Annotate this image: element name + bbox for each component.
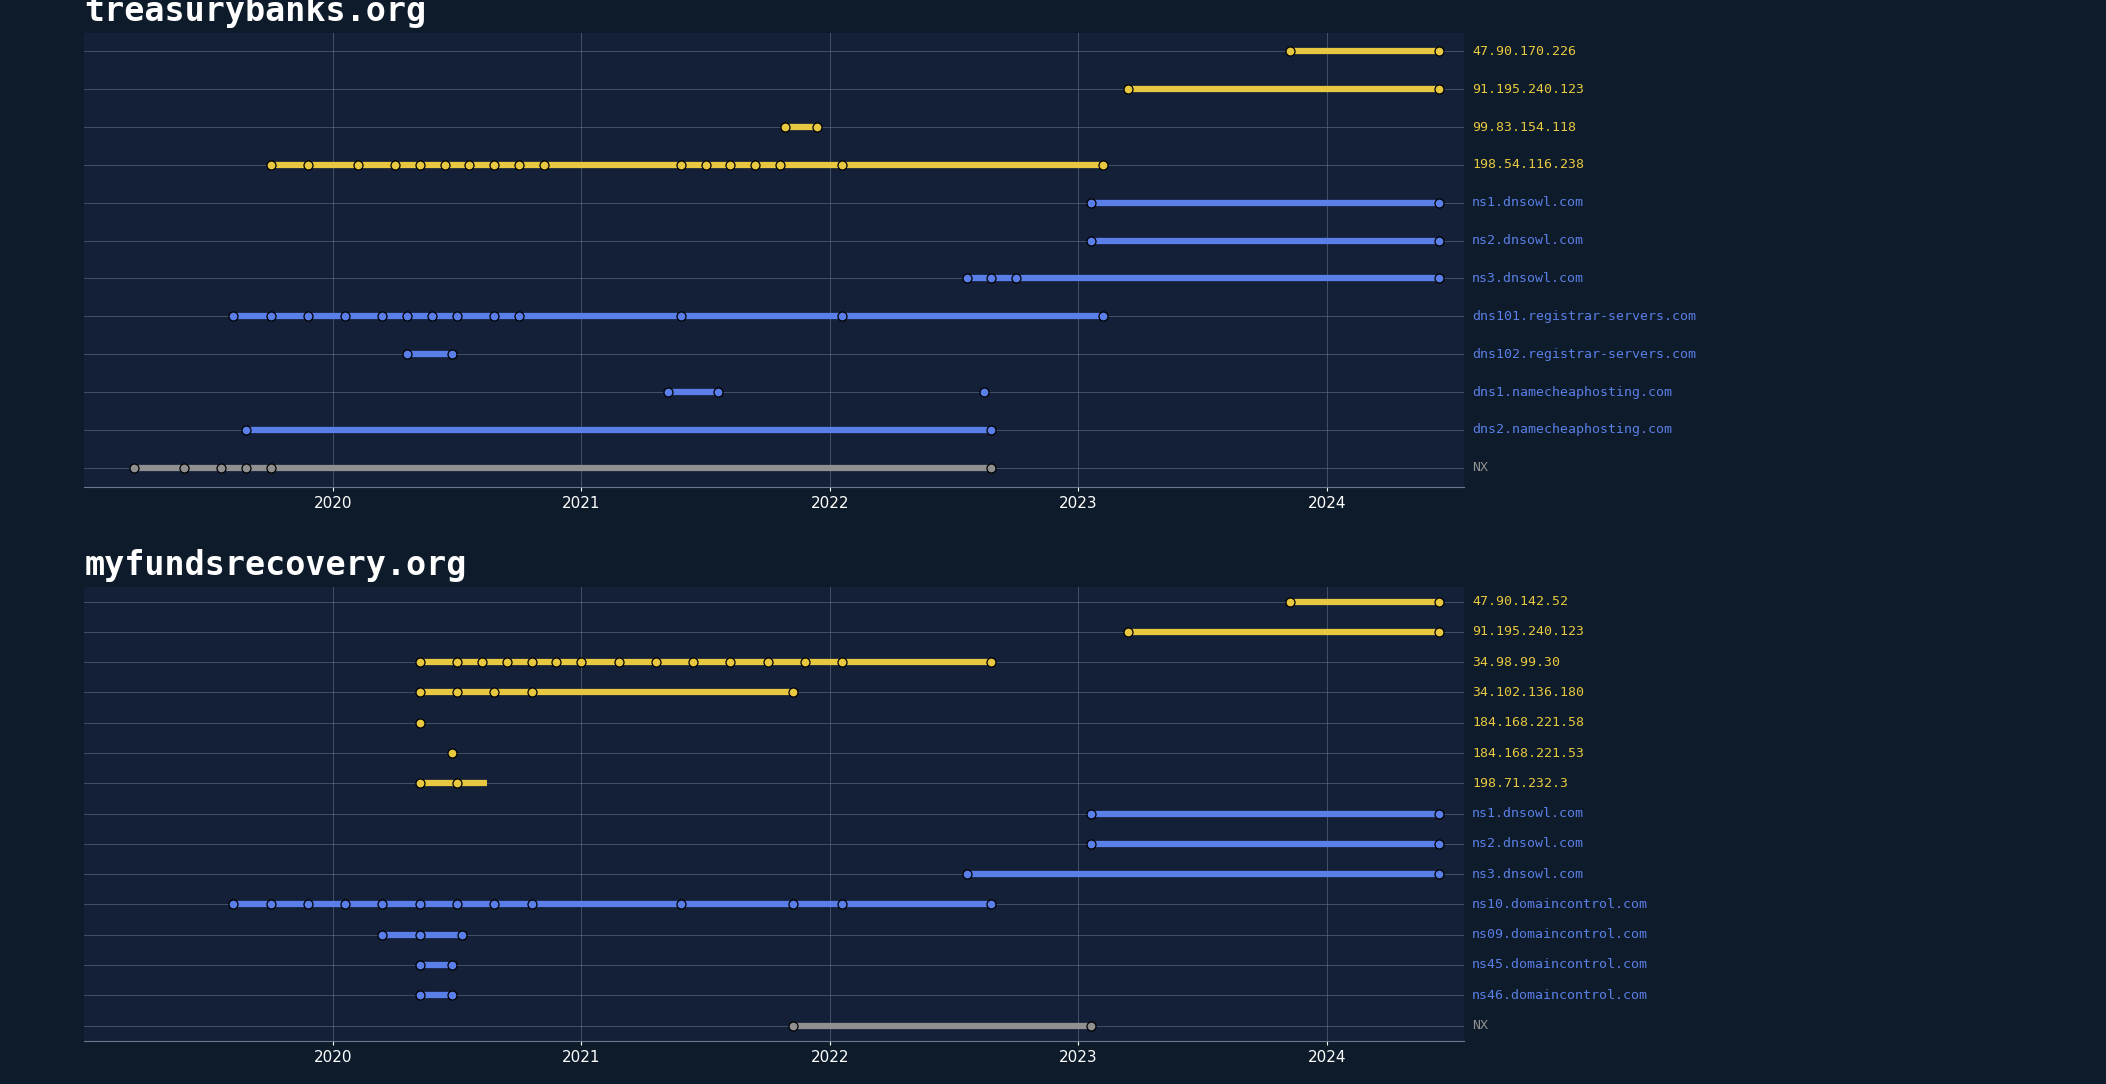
Text: 198.54.116.238: 198.54.116.238 [1472,158,1584,171]
Text: NX: NX [1472,1019,1489,1032]
Text: dns2.namecheaphosting.com: dns2.namecheaphosting.com [1472,424,1672,437]
Text: 91.195.240.123: 91.195.240.123 [1472,625,1584,638]
Text: treasurybanks.org: treasurybanks.org [84,0,425,28]
Text: myfundsrecovery.org: myfundsrecovery.org [84,550,468,582]
Text: ns1.dnsowl.com: ns1.dnsowl.com [1472,196,1584,209]
Text: 47.90.142.52: 47.90.142.52 [1472,595,1569,608]
Text: 34.102.136.180: 34.102.136.180 [1472,686,1584,699]
Text: ns3.dnsowl.com: ns3.dnsowl.com [1472,867,1584,880]
Text: 91.195.240.123: 91.195.240.123 [1472,82,1584,95]
Text: 47.90.170.226: 47.90.170.226 [1472,44,1575,57]
Text: dns101.registrar-servers.com: dns101.registrar-servers.com [1472,310,1695,323]
Text: 184.168.221.53: 184.168.221.53 [1472,747,1584,760]
Text: ns10.domaincontrol.com: ns10.domaincontrol.com [1472,898,1649,911]
Text: 184.168.221.58: 184.168.221.58 [1472,717,1584,730]
Text: ns2.dnsowl.com: ns2.dnsowl.com [1472,234,1584,247]
Text: dns1.namecheaphosting.com: dns1.namecheaphosting.com [1472,386,1672,399]
Text: 99.83.154.118: 99.83.154.118 [1472,120,1575,133]
Text: ns46.domaincontrol.com: ns46.domaincontrol.com [1472,989,1649,1002]
Text: ns2.dnsowl.com: ns2.dnsowl.com [1472,837,1584,850]
Text: 198.71.232.3: 198.71.232.3 [1472,777,1569,790]
Text: dns102.registrar-servers.com: dns102.registrar-servers.com [1472,348,1695,361]
Text: ns09.domaincontrol.com: ns09.domaincontrol.com [1472,928,1649,941]
Text: NX: NX [1472,461,1489,474]
Text: ns1.dnsowl.com: ns1.dnsowl.com [1472,808,1584,821]
Text: ns45.domaincontrol.com: ns45.domaincontrol.com [1472,958,1649,971]
Text: 34.98.99.30: 34.98.99.30 [1472,656,1561,669]
Text: ns3.dnsowl.com: ns3.dnsowl.com [1472,272,1584,285]
